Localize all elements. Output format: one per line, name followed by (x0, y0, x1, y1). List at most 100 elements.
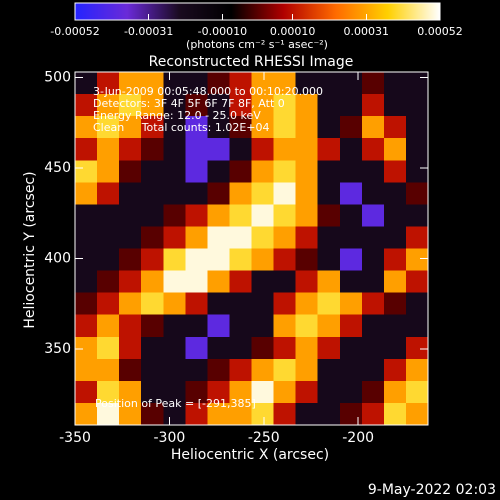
y-axis-label: Heliocentric Y (arcsec) (22, 171, 38, 328)
colorbar-tick-label: 0.00052 (417, 25, 463, 38)
annotations: 3-Jun-2009 00:05:48.000 to 00:10:20.000D… (93, 85, 323, 134)
heatmap-cell (251, 160, 275, 183)
heatmap-cell (97, 270, 120, 294)
heatmap-cell (405, 94, 429, 117)
heatmap-cell (97, 94, 120, 117)
heatmap-cell (295, 116, 319, 139)
heatmap-cell (141, 72, 164, 95)
heatmap-cell (405, 226, 429, 249)
heatmap-cell (229, 160, 252, 183)
heatmap-cell (361, 226, 385, 249)
heatmap-cell (295, 94, 319, 117)
heatmap-cell (229, 380, 252, 404)
heatmap-cell (295, 138, 319, 161)
heatmap-cell (361, 94, 385, 117)
heatmap-cell (207, 402, 230, 426)
heatmap-cell (339, 160, 363, 183)
heatmap-cell (141, 204, 164, 227)
heatmap-cell (229, 204, 252, 227)
heatmap-cell (97, 358, 120, 382)
heatmap-cell (317, 204, 341, 227)
heatmap-cell (295, 292, 319, 316)
heatmap-cell (163, 270, 186, 294)
heatmap-cell (229, 248, 252, 272)
heatmap-cell (317, 358, 341, 382)
heatmap-cell (97, 72, 120, 95)
heatmap-cell (295, 160, 319, 183)
heatmap-cell (405, 358, 429, 382)
heatmap-cell (295, 72, 319, 95)
x-tick-label: -250 (248, 430, 280, 446)
heatmap-cell (295, 336, 319, 360)
heatmap-cell (75, 270, 98, 294)
heatmap-cell (361, 270, 385, 294)
heatmap-cell (295, 182, 319, 205)
heatmap-cell (251, 380, 275, 404)
annotation: Energy Range: 12.0 - 25.0 keV (93, 109, 261, 122)
heatmap-cell (185, 314, 208, 338)
y-tick-label: 450 (44, 160, 71, 176)
heatmap-cell (229, 402, 252, 426)
heatmap-cell (405, 336, 429, 360)
heatmap-cell (119, 204, 142, 227)
heatmap-cell (361, 248, 385, 272)
heatmap-cell (163, 314, 186, 338)
heatmap-cell (295, 204, 319, 227)
heatmap-cell (185, 380, 208, 404)
peak-label: Position of Peak = [-291,385] (95, 397, 256, 410)
heatmap-cell (229, 292, 252, 316)
heatmap-cell (185, 270, 208, 294)
heatmap-cell (207, 270, 230, 294)
heatmap-cell (383, 72, 407, 95)
heatmap-cell (405, 138, 429, 161)
heatmap-cell (251, 314, 275, 338)
heatmap-cell (339, 94, 363, 117)
heatmap-cell (317, 248, 341, 272)
heatmap-cell (119, 314, 142, 338)
heatmap-cell (405, 314, 429, 338)
heatmap-cell (317, 182, 341, 205)
heatmap-cell (339, 116, 363, 139)
colorbar-tick-label: -0.00031 (124, 25, 173, 38)
heatmap-cell (97, 116, 120, 139)
plot-frame (74, 71, 429, 426)
heatmap-cell (75, 314, 98, 338)
heatmap-cell (207, 292, 230, 316)
heatmap-cell (141, 336, 164, 360)
heatmap-cell (185, 182, 208, 205)
heatmap-cell (141, 402, 164, 426)
heatmap-cell (229, 116, 252, 139)
heatmap-cell (383, 248, 407, 272)
heatmap-cell (185, 204, 208, 227)
heatmap-cell (75, 226, 98, 249)
heatmap-cell (317, 292, 341, 316)
heatmap-cell (383, 182, 407, 205)
heatmap-cell (75, 380, 98, 404)
heatmap-cell (119, 402, 142, 426)
heatmap-cell (383, 358, 407, 382)
heatmap-cell (207, 248, 230, 272)
heatmap-cell (273, 204, 297, 227)
heatmap-cell (141, 314, 164, 338)
heatmap-cell (251, 204, 275, 227)
heatmap-cell (75, 248, 98, 272)
heatmap-cell (251, 116, 275, 139)
heatmap-cell (141, 182, 164, 205)
heatmap-cell (229, 182, 252, 205)
heatmap-cell (383, 204, 407, 227)
heatmap-cell (207, 94, 230, 117)
heatmap-cell (141, 292, 164, 316)
heatmap-cell (207, 380, 230, 404)
heatmap-cell (119, 94, 142, 117)
annotation: Clean Total counts: 1.02E+04 (93, 121, 270, 134)
heatmap-cell (339, 314, 363, 338)
heatmap-cell (317, 72, 341, 95)
heatmap-cell (273, 138, 297, 161)
heatmap-cell (317, 226, 341, 249)
heatmap-cell (251, 248, 275, 272)
heatmap-cell (317, 160, 341, 183)
heatmap-cell (251, 336, 275, 360)
heatmap-cell (207, 116, 230, 139)
